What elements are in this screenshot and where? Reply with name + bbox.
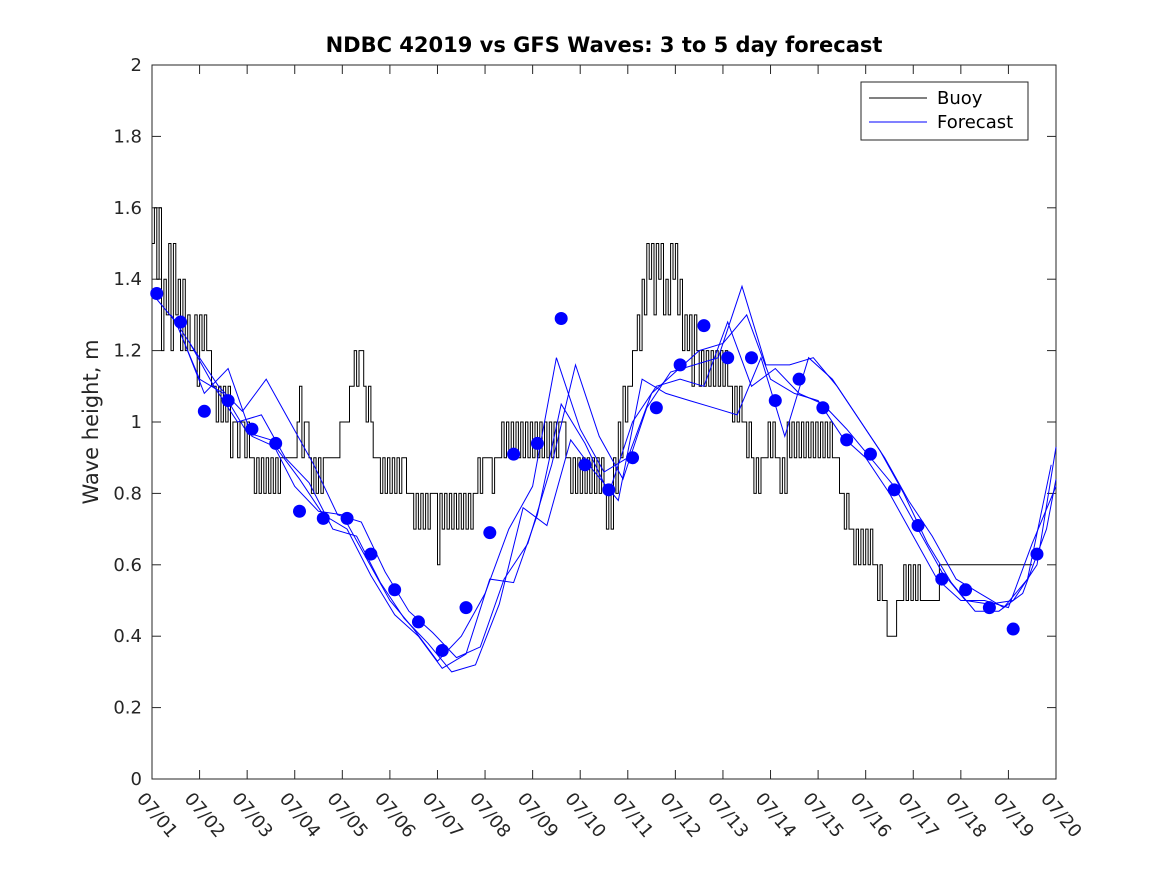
legend-box bbox=[860, 81, 1029, 141]
forecast-point bbox=[792, 372, 806, 386]
forecast-point bbox=[887, 483, 901, 497]
forecast-point bbox=[578, 458, 592, 472]
forecast-point bbox=[911, 519, 925, 533]
forecast-point bbox=[673, 358, 687, 372]
forecast-point bbox=[768, 394, 782, 408]
y-tick-label: 1 bbox=[131, 412, 142, 433]
y-tick-label: 1.4 bbox=[113, 269, 142, 290]
chart-title: NDBC 42019 vs GFS Waves: 3 to 5 day fore… bbox=[326, 33, 883, 57]
legend: Buoy Forecast bbox=[860, 81, 1029, 141]
forecast-line-4 bbox=[189, 343, 1057, 673]
forecast-point bbox=[197, 404, 211, 418]
y-tick-label: 0.8 bbox=[113, 483, 142, 504]
forecast-point bbox=[1030, 547, 1044, 561]
forecast-line-1 bbox=[151, 293, 1057, 662]
forecast-point bbox=[721, 351, 735, 365]
forecast-point bbox=[316, 511, 330, 525]
y-axis-label: Wave height, m bbox=[79, 339, 103, 504]
plot-area: 00.20.40.60.811.21.41.61.8207/0107/0207/… bbox=[113, 55, 1085, 842]
forecast-point bbox=[626, 451, 640, 465]
forecast-point bbox=[863, 447, 877, 461]
forecast-point bbox=[292, 504, 306, 518]
forecast-point bbox=[959, 583, 973, 597]
forecast-point bbox=[269, 436, 283, 450]
y-tick-label: 0.4 bbox=[113, 626, 142, 647]
forecast-point bbox=[221, 394, 235, 408]
forecast-point bbox=[388, 583, 402, 597]
forecast-point bbox=[649, 401, 663, 415]
forecast-point bbox=[982, 601, 996, 615]
y-tick-label: 0 bbox=[131, 769, 142, 790]
forecast-point bbox=[411, 615, 425, 629]
buoy-line bbox=[152, 207, 1033, 637]
forecast-point bbox=[744, 351, 758, 365]
forecast-point bbox=[245, 422, 259, 436]
legend-label-forecast: Forecast bbox=[937, 112, 1013, 133]
y-tick-label: 2 bbox=[131, 55, 142, 76]
y-tick-label: 0.6 bbox=[113, 555, 142, 576]
forecast-point bbox=[554, 311, 568, 325]
axes-box bbox=[151, 64, 1057, 780]
y-tick-label: 1.2 bbox=[113, 341, 142, 362]
forecast-point bbox=[459, 601, 473, 615]
forecast-point bbox=[935, 572, 949, 586]
forecast-point bbox=[697, 319, 711, 333]
forecast-point bbox=[364, 547, 378, 561]
forecast-point bbox=[840, 433, 854, 447]
y-tick-label: 1.6 bbox=[113, 198, 142, 219]
forecast-point bbox=[483, 526, 497, 540]
legend-label-buoy: Buoy bbox=[937, 88, 983, 109]
forecast-point bbox=[1006, 622, 1020, 636]
forecast-point bbox=[530, 436, 544, 450]
forecast-line-2 bbox=[170, 284, 1052, 659]
forecast-point bbox=[150, 286, 164, 300]
forecast-point bbox=[507, 447, 521, 461]
forecast-point bbox=[174, 315, 188, 329]
forecast-point bbox=[816, 401, 830, 415]
forecast-point bbox=[435, 643, 449, 657]
forecast-point bbox=[340, 511, 354, 525]
y-tick-label: 1.8 bbox=[113, 126, 142, 147]
y-tick-label: 0.2 bbox=[113, 698, 142, 719]
forecast-point bbox=[602, 483, 616, 497]
